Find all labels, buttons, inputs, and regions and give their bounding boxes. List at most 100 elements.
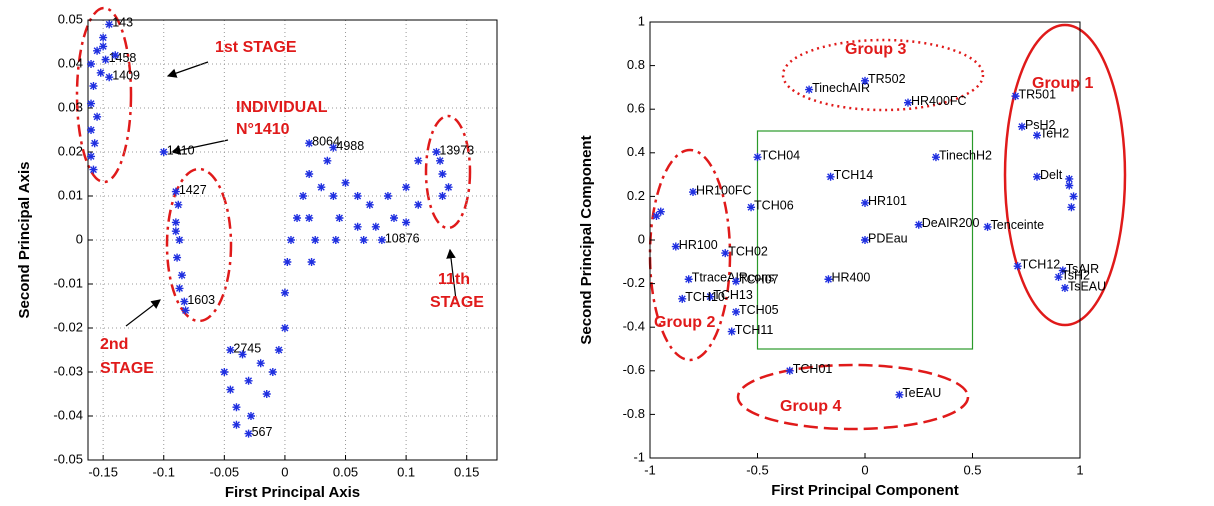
point-label: DeAIR200 — [922, 216, 980, 230]
point — [280, 288, 289, 297]
point — [656, 207, 665, 216]
point — [1054, 273, 1063, 282]
point — [329, 143, 338, 152]
x-axis-label: First Principal Component — [771, 482, 959, 499]
point — [1017, 122, 1026, 131]
point — [389, 214, 398, 222]
point-label: TR502 — [868, 72, 906, 86]
x-tick-label: 0 — [281, 464, 288, 479]
point — [171, 187, 180, 196]
y-tick-label: 0.05 — [58, 11, 83, 26]
point — [402, 218, 411, 227]
point — [311, 236, 320, 244]
point — [180, 297, 189, 306]
x-axis-label: First Principal Axis — [225, 484, 360, 501]
point-label: TCH10 — [685, 290, 725, 304]
point — [1060, 283, 1069, 292]
y-tick-label: 1 — [638, 13, 645, 28]
point — [371, 222, 380, 231]
y-tick-label: 0.01 — [58, 187, 83, 202]
point — [299, 192, 308, 200]
point — [181, 306, 190, 315]
point — [89, 82, 98, 90]
point-label: TCH02 — [728, 244, 768, 258]
annotation-shapes — [75, 6, 472, 323]
y-tick-label: -0.4 — [623, 319, 645, 334]
point-label: TCH14 — [834, 168, 874, 182]
point — [904, 98, 912, 107]
x-tick-label: 0.05 — [333, 464, 358, 479]
point — [914, 220, 923, 229]
point — [93, 112, 102, 121]
point — [1065, 181, 1074, 190]
point — [93, 46, 102, 55]
annotation: STAGE — [100, 360, 154, 377]
x-tick-label: -0.5 — [746, 462, 768, 477]
point — [89, 165, 98, 174]
point — [1069, 192, 1078, 201]
point — [323, 156, 332, 165]
point-label: 143 — [112, 16, 133, 30]
x-tick-label: -0.1 — [153, 464, 175, 479]
point — [177, 271, 186, 280]
point — [99, 42, 108, 51]
point — [220, 368, 229, 376]
y-tick-label: 0.04 — [58, 55, 83, 70]
y-axis-label: Second Principal Component — [578, 135, 595, 344]
x-tick-label: -0.05 — [210, 464, 240, 479]
point — [678, 294, 687, 303]
x-tick-label: 0 — [861, 462, 868, 477]
point — [785, 366, 794, 375]
point-label: TsAIR — [1066, 262, 1099, 276]
point — [353, 192, 362, 200]
point-label: TinechAIR — [812, 81, 870, 95]
y-tick-label: -0.8 — [623, 406, 645, 421]
point — [305, 139, 314, 148]
point — [444, 183, 453, 192]
point — [105, 20, 114, 29]
point — [684, 275, 693, 284]
point-label: TCH13 — [713, 288, 753, 302]
y-tick-label: -0.6 — [623, 362, 645, 377]
x-tick-label: 0.1 — [397, 464, 415, 479]
point — [402, 183, 411, 192]
point — [283, 258, 292, 266]
point — [87, 60, 96, 68]
annotation: Group 2 — [654, 314, 715, 331]
point-label: TCH11 — [735, 323, 774, 337]
point-label: TCH07 — [739, 273, 779, 287]
point — [335, 214, 344, 222]
y-axis-label: Second Principal Axis — [16, 162, 33, 319]
point-label: TCH04 — [761, 148, 801, 162]
point-label: TeEAU — [902, 386, 941, 400]
point — [732, 307, 740, 316]
point — [438, 170, 447, 178]
point — [244, 376, 253, 385]
point — [805, 85, 814, 94]
point-label: TCH12 — [1021, 257, 1061, 271]
point — [175, 284, 184, 293]
point-label: HR101 — [868, 194, 907, 208]
point — [753, 153, 762, 162]
point — [307, 258, 316, 266]
point — [983, 222, 992, 231]
point — [436, 156, 445, 165]
point — [244, 429, 253, 438]
point-label: TCH06 — [754, 199, 794, 213]
point — [87, 99, 96, 108]
point-label: TR501 — [1019, 87, 1057, 101]
point — [171, 218, 180, 227]
point — [159, 148, 168, 156]
point — [305, 170, 314, 178]
point — [931, 153, 940, 162]
y-tick-label: 0.6 — [627, 101, 645, 116]
point-label: TeH2 — [1040, 127, 1069, 141]
point — [365, 200, 374, 209]
point-label: PDEau — [868, 231, 908, 245]
point-label: 13973 — [439, 143, 474, 157]
annotation: STAGE — [430, 294, 484, 311]
annotation: Group 1 — [1032, 75, 1093, 92]
y-tick-label: 0.2 — [627, 188, 645, 203]
point — [105, 73, 114, 82]
point-label: 4988 — [336, 139, 364, 153]
